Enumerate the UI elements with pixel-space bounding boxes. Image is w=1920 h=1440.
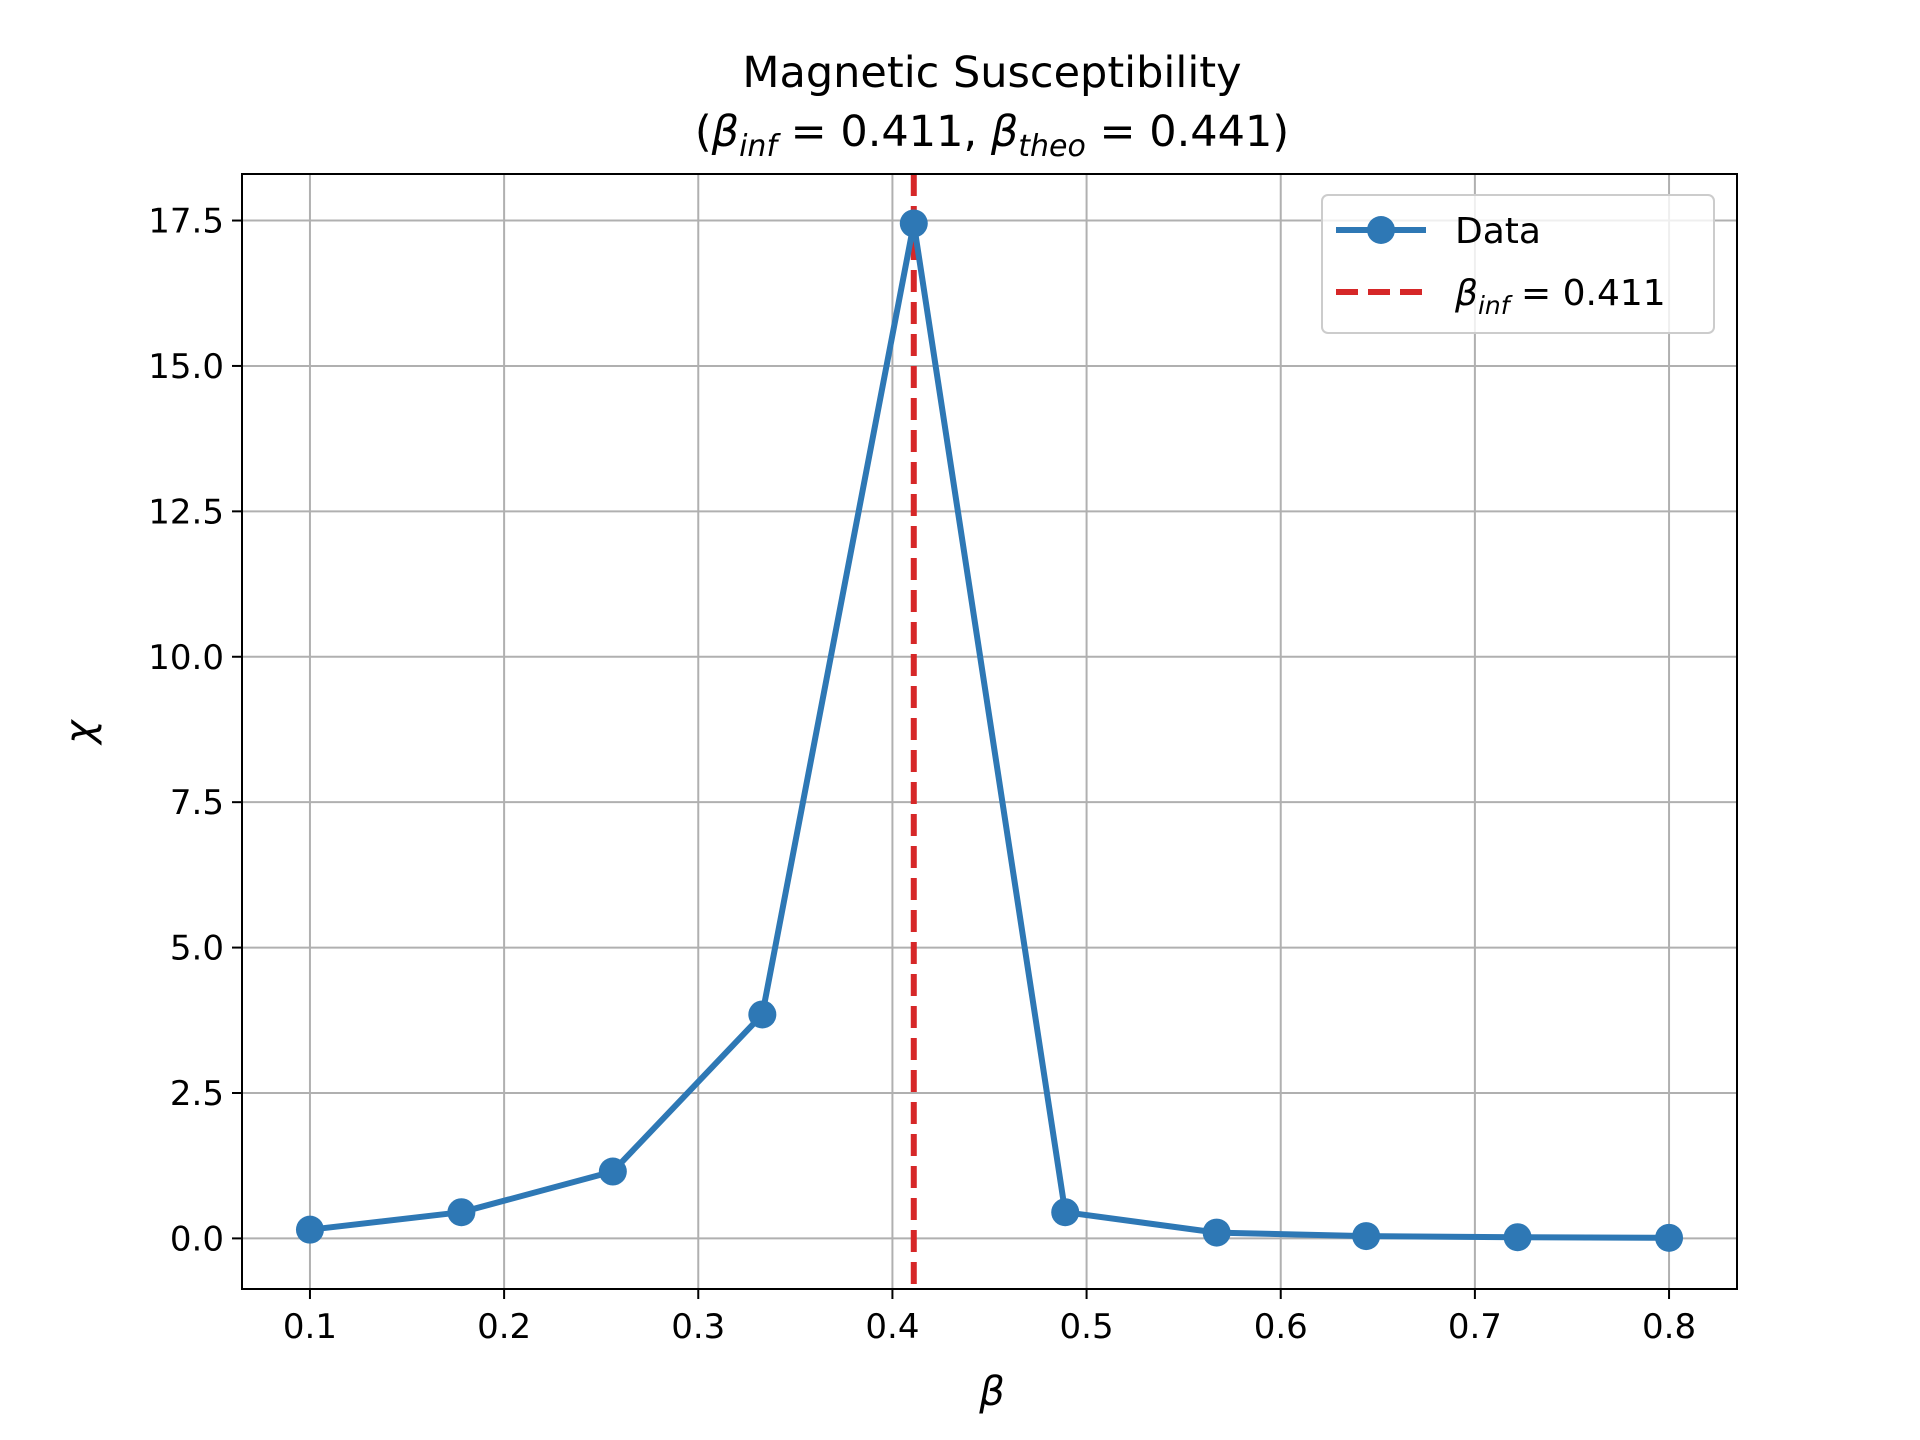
legend-data-marker	[1367, 216, 1395, 244]
y-tick-label: 17.5	[148, 202, 224, 242]
x-tick-label: 0.1	[283, 1307, 337, 1347]
data-point	[1503, 1223, 1532, 1252]
data-point	[598, 1157, 627, 1186]
y-tick-label: 15.0	[148, 347, 224, 387]
x-tick-label: 0.2	[477, 1307, 531, 1347]
grid-lines	[242, 174, 1737, 1289]
y-tick-label: 7.5	[170, 783, 224, 823]
data-point	[1655, 1223, 1684, 1252]
data-point	[1352, 1222, 1381, 1251]
legend-vline-label: βinf = 0.411	[1454, 273, 1666, 320]
data-point	[748, 1000, 777, 1029]
x-tick-label: 0.8	[1642, 1307, 1696, 1347]
x-tick-label: 0.6	[1254, 1307, 1308, 1347]
x-axis-label: β	[978, 1369, 1005, 1415]
chart-title-line2: (βinf = 0.411, βtheo = 0.441)	[695, 107, 1289, 164]
data-series-line	[309, 220, 1670, 1241]
data-point	[447, 1198, 476, 1227]
y-axis-ticks: 0.0 2.5 5.0 7.5 10.0 12.5 15.0 17.5	[148, 202, 242, 1259]
y-tick-label: 2.5	[170, 1074, 224, 1114]
y-tick-label: 0.0	[170, 1219, 224, 1259]
data-point	[1202, 1218, 1231, 1247]
data-point	[1051, 1198, 1080, 1227]
x-tick-label: 0.5	[1060, 1307, 1114, 1347]
x-axis-ticks: 0.1 0.2 0.3 0.4 0.5 0.6 0.7 0.8	[283, 1289, 1696, 1347]
legend-data-label: Data	[1455, 211, 1541, 252]
legend: Data βinf = 0.411	[1321, 194, 1715, 334]
plot-frame	[241, 173, 1738, 1290]
x-tick-label: 0.4	[865, 1307, 919, 1347]
x-tick-label: 0.3	[671, 1307, 725, 1347]
x-tick-label: 0.7	[1448, 1307, 1502, 1347]
y-axis-label: χ	[57, 719, 103, 746]
data-point	[295, 1215, 324, 1244]
data-point	[899, 209, 928, 238]
y-tick-label: 5.0	[170, 929, 224, 969]
chart-title-line1: Magnetic Susceptibility	[742, 48, 1241, 98]
y-tick-label: 10.0	[148, 638, 224, 678]
data-series	[295, 209, 1684, 1252]
y-tick-label: 12.5	[148, 492, 224, 532]
